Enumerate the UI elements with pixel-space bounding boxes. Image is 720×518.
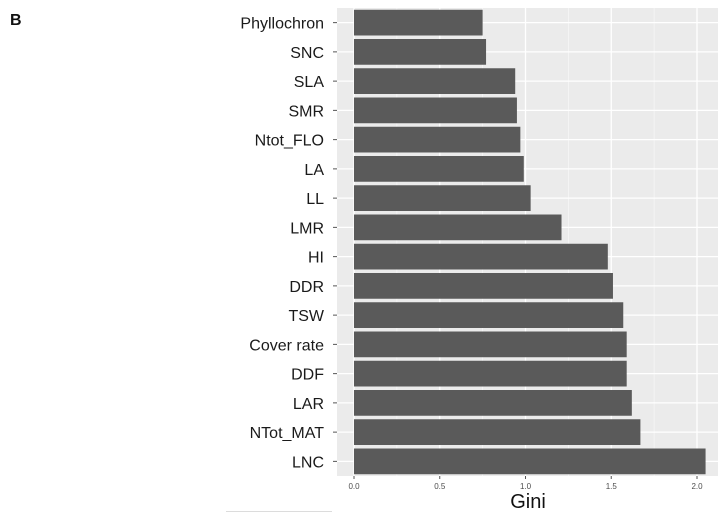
category-label: Ntot_FLO xyxy=(255,133,324,150)
category-label: Cover rate xyxy=(249,337,324,354)
category-label: NTot_MAT xyxy=(250,425,325,442)
x-tick-label: 2.0 xyxy=(691,482,703,491)
x-tick-label: 0.5 xyxy=(434,482,446,491)
footer-divider xyxy=(226,511,332,512)
category-label: SNC xyxy=(290,45,324,62)
bar-lmr xyxy=(354,214,562,241)
bar-la xyxy=(354,156,524,182)
x-tick-label: 0.0 xyxy=(348,482,360,491)
bar-cover-rate xyxy=(354,331,627,358)
bar-sla xyxy=(354,68,516,94)
bar-ddf xyxy=(354,360,627,387)
bar-lar xyxy=(354,390,632,416)
category-label: LAR xyxy=(293,396,324,413)
bar-hi xyxy=(354,243,608,270)
x-tick-label: 1.0 xyxy=(520,482,532,491)
category-label: TSW xyxy=(288,308,324,325)
category-label: HI xyxy=(308,250,324,267)
bar-smr xyxy=(354,97,517,124)
category-label: DDR xyxy=(289,279,324,296)
category-label: SMR xyxy=(288,103,324,120)
panel-label: B xyxy=(10,12,22,29)
x-tick-label: 1.5 xyxy=(606,482,618,491)
bar-ddr xyxy=(354,273,613,299)
bar-ntot-flo xyxy=(354,126,521,153)
bar-phyllochron xyxy=(354,9,483,36)
category-label: Phyllochron xyxy=(240,16,324,33)
category-label: LA xyxy=(304,162,324,179)
category-label: DDF xyxy=(291,367,324,384)
bar-tsw xyxy=(354,302,624,328)
bar-snc xyxy=(354,39,487,65)
bar-lnc xyxy=(354,448,706,475)
category-label: LL xyxy=(306,191,324,208)
category-label: SLA xyxy=(294,74,325,91)
category-label: LMR xyxy=(290,220,324,237)
x-axis-title: Gini xyxy=(510,491,546,513)
bar-ntot-mat xyxy=(354,419,641,445)
bar-ll xyxy=(354,185,531,211)
category-label: LNC xyxy=(292,454,324,471)
